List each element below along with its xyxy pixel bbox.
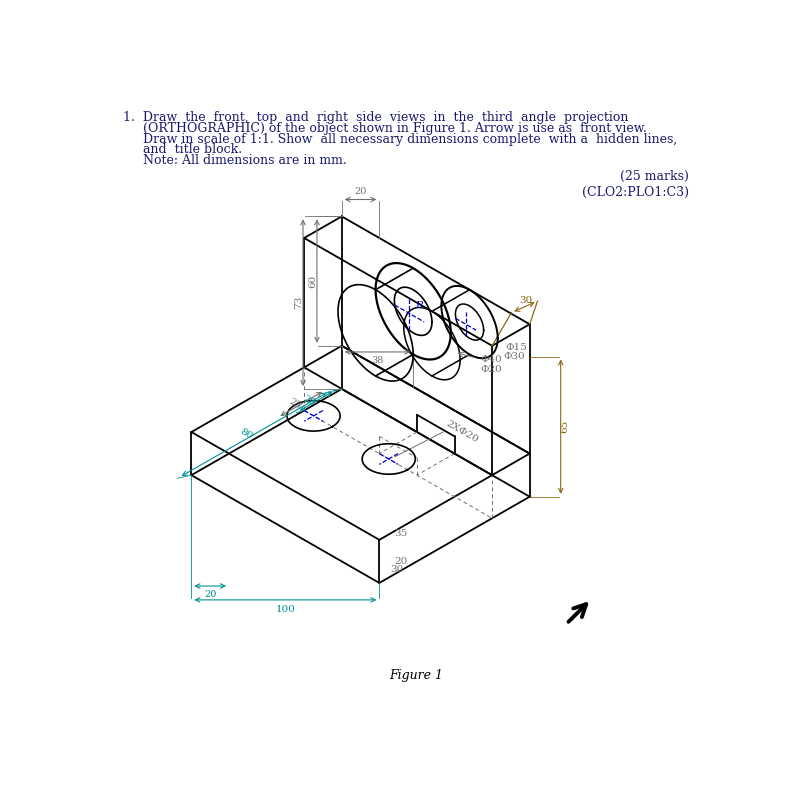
Text: and  title block.: and title block. [123, 143, 242, 156]
Text: Φ30: Φ30 [503, 352, 525, 361]
Text: 20: 20 [204, 590, 216, 599]
Text: Figure 1: Figure 1 [388, 669, 443, 682]
Text: 30: 30 [389, 565, 402, 574]
Text: (ORTHOGRAPHIC) of the object shown in Figure 1. Arrow is use as  front view.: (ORTHOGRAPHIC) of the object shown in Fi… [123, 121, 646, 135]
Text: R: R [415, 301, 423, 310]
Text: 20: 20 [301, 394, 316, 409]
Text: Note: All dimensions are in mm.: Note: All dimensions are in mm. [123, 154, 346, 167]
Text: 65: 65 [560, 420, 569, 434]
Text: Φ40: Φ40 [479, 355, 501, 365]
Text: (25 marks): (25 marks) [620, 170, 688, 183]
Text: Draw in scale of 1:1. Show  all necessary dimensions complete  with a  hidden li: Draw in scale of 1:1. Show all necessary… [123, 133, 676, 146]
Text: 80: 80 [238, 427, 254, 442]
Text: Φ20: Φ20 [479, 365, 501, 374]
Text: 20: 20 [394, 557, 407, 565]
Text: 25: 25 [287, 397, 303, 411]
Text: 1.  Draw  the  front,  top  and  right  side  views  in  the  third  angle  proj: 1. Draw the front, top and right side vi… [123, 111, 628, 124]
Text: 20: 20 [354, 187, 367, 196]
Text: 73: 73 [294, 296, 303, 309]
Text: 100: 100 [275, 604, 295, 613]
Text: 60: 60 [308, 274, 317, 288]
Text: (CLO2:PLO1:C3): (CLO2:PLO1:C3) [581, 186, 688, 199]
Text: 2XΦ20: 2XΦ20 [444, 419, 479, 445]
Text: 38: 38 [371, 356, 383, 365]
Text: 30: 30 [519, 296, 532, 305]
Text: 35: 35 [394, 529, 407, 538]
Text: Φ15: Φ15 [504, 343, 526, 352]
